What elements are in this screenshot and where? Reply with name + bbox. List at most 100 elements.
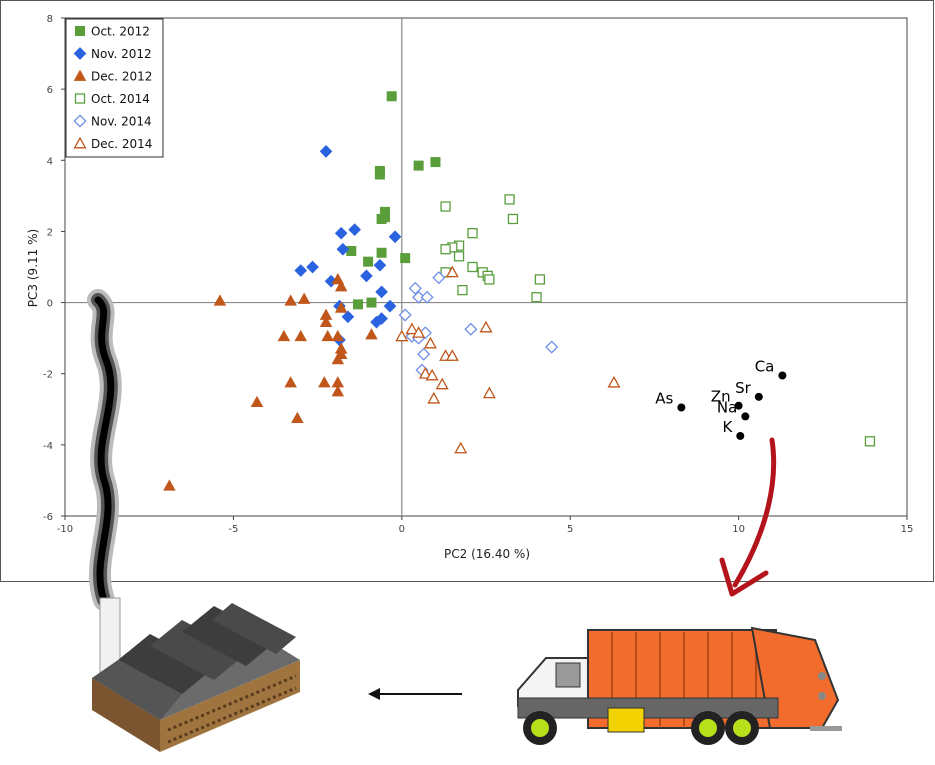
x-tick-label: 5 <box>567 524 573 535</box>
x-axis-label: PC2 (16.40 %) <box>444 547 530 561</box>
point-nov-2012 <box>373 258 387 272</box>
y-tick-label: 0 <box>47 299 53 310</box>
point-oct-2014 <box>864 436 876 447</box>
point-dec-2012 <box>331 353 345 365</box>
point-oct-2012 <box>430 157 441 168</box>
point-dec-2012 <box>213 294 227 306</box>
point-nov-2012 <box>383 299 397 313</box>
point-oct-2014 <box>467 261 478 273</box>
variable-label: Zn <box>711 388 731 406</box>
legend: Oct. 2012 Nov. 2012 Dec. 2012 Oct. 2014 Nov.… <box>65 18 164 158</box>
point-dec-2014 <box>479 320 493 333</box>
point-dec-2014 <box>607 375 621 388</box>
y-axis-label: PC3 (9.11 %) <box>26 229 40 307</box>
point-dec-2014 <box>445 265 459 278</box>
point-oct-2012 <box>386 91 397 102</box>
point-oct-2014 <box>440 201 451 212</box>
variable-label: Sr <box>735 379 752 397</box>
legend-marker <box>73 136 87 149</box>
y-tick-label: -2 <box>43 370 53 381</box>
point-dec-2014 <box>435 377 449 390</box>
point-dec-2012 <box>163 479 176 491</box>
point-oct-2012 <box>376 247 387 258</box>
point-oct-2014 <box>440 244 451 255</box>
y-tick-label: 2 <box>47 227 53 238</box>
variable-point <box>677 403 686 412</box>
variable-label: Na <box>717 398 737 416</box>
point-dec-2014 <box>395 329 409 342</box>
point-dec-2012 <box>250 395 264 407</box>
point-dec-2012 <box>297 292 311 304</box>
legend-label: Oct. 2012 <box>91 25 150 39</box>
point-nov-2012 <box>360 269 373 283</box>
y-tick-label: 6 <box>47 85 53 96</box>
point-oct-2014 <box>531 292 542 303</box>
point-oct-2014 <box>467 228 478 239</box>
point-dec-2014 <box>405 322 419 335</box>
point-nov-2014 <box>545 340 559 354</box>
point-dec-2012 <box>277 329 291 342</box>
point-nov-2012 <box>375 312 388 325</box>
variable-label: As <box>655 390 673 408</box>
x-tick-label: 15 <box>901 524 914 535</box>
legend-marker <box>73 69 87 81</box>
point-nov-2012 <box>348 223 361 236</box>
point-oct-2014 <box>484 274 495 285</box>
point-nov-2012 <box>388 230 402 244</box>
red-arrow-icon <box>719 437 777 597</box>
x-tick-label: 0 <box>399 524 405 535</box>
point-oct-2014 <box>534 274 546 285</box>
y-tick-label: -4 <box>43 441 53 452</box>
variable-point <box>778 371 787 380</box>
y-axis-ticks: -6 -4 -2 0 2 4 6 8 <box>43 14 65 523</box>
factory-icon <box>92 597 300 752</box>
x-tick-label: -10 <box>57 524 73 535</box>
point-dec-2014 <box>423 336 437 349</box>
legend-label: Oct. 2014 <box>91 92 150 106</box>
process-arrow-icon <box>368 688 462 700</box>
point-oct-2012 <box>400 253 411 264</box>
point-oct-2014 <box>504 194 515 205</box>
point-nov-2014 <box>412 290 426 304</box>
smoke-plume-icon <box>87 289 122 611</box>
scatter-points <box>163 91 876 491</box>
variable-point <box>754 392 763 401</box>
point-oct-2012 <box>374 169 385 180</box>
plot-area <box>64 17 908 517</box>
point-nov-2012 <box>375 285 388 299</box>
point-dec-2014 <box>427 391 441 404</box>
y-tick-label: 4 <box>47 156 53 167</box>
point-nov-2012 <box>319 145 333 158</box>
point-nov-2014 <box>408 281 422 295</box>
point-oct-2014 <box>507 213 519 225</box>
x-axis-ticks: -10 -5 0 5 10 15 <box>57 516 914 535</box>
point-nov-2012 <box>294 264 308 277</box>
point-dec-2012 <box>284 376 297 388</box>
point-dec-2012 <box>321 329 334 342</box>
variable-label: Ca <box>755 357 775 375</box>
variable-point <box>741 412 750 421</box>
point-dec-2012 <box>284 294 297 306</box>
legend-marker <box>74 93 86 104</box>
point-dec-2012 <box>318 376 331 388</box>
point-nov-2012 <box>336 242 350 256</box>
variable-label: K <box>722 418 733 436</box>
point-dec-2014 <box>445 349 459 361</box>
point-dec-2012 <box>291 411 304 423</box>
point-dec-2012 <box>365 328 378 340</box>
legend-label: Nov. 2014 <box>91 115 152 129</box>
legend-marker <box>73 47 87 60</box>
point-nov-2012 <box>306 260 319 274</box>
x-tick-label: 10 <box>732 524 745 535</box>
point-dec-2012 <box>334 280 348 292</box>
point-dec-2012 <box>331 385 345 397</box>
point-oct-2012 <box>353 299 364 310</box>
variable-point <box>736 431 745 440</box>
point-nov-2012 <box>341 310 355 324</box>
point-dec-2014 <box>482 386 496 399</box>
legend-label: Dec. 2014 <box>91 137 152 151</box>
point-dec-2014 <box>418 366 432 379</box>
variable-point <box>734 401 743 410</box>
